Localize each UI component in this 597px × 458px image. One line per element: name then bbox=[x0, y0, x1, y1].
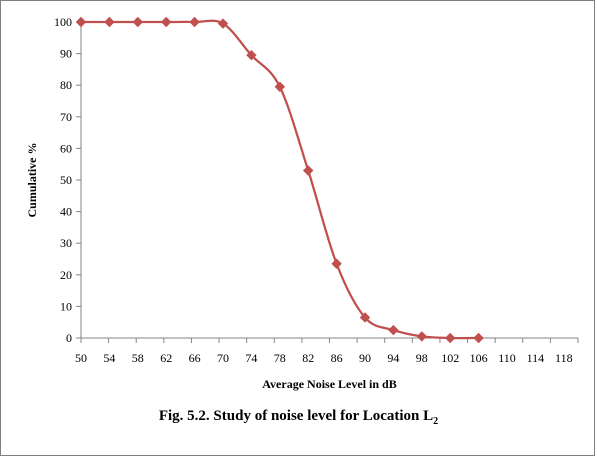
x-tick-label: 54 bbox=[103, 351, 115, 365]
y-tick-label: 10 bbox=[60, 299, 72, 313]
data-point bbox=[132, 16, 144, 28]
y-tick-label: 40 bbox=[60, 205, 72, 219]
x-tick-label: 78 bbox=[274, 351, 286, 365]
y-tick-label: 100 bbox=[54, 15, 72, 29]
x-tick-label: 50 bbox=[75, 351, 87, 365]
data-point bbox=[416, 331, 428, 342]
x-tick-label: 62 bbox=[160, 351, 172, 365]
data-point bbox=[104, 16, 115, 28]
x-tick-label: 114 bbox=[527, 351, 545, 365]
y-tick-label: 50 bbox=[60, 173, 72, 187]
x-axis-title: Average Noise Level in dB bbox=[262, 377, 396, 391]
caption-text: Fig. 5.2. Study of noise level for Locat… bbox=[158, 408, 434, 424]
y-axis: 0 10 20 30 40 50 60 70 80 90 100 bbox=[54, 15, 82, 345]
data-point bbox=[444, 332, 456, 344]
x-tick-label: 98 bbox=[416, 351, 428, 365]
y-tick-label: 90 bbox=[60, 47, 72, 61]
plot-area bbox=[75, 16, 484, 344]
y-tick-label: 0 bbox=[66, 331, 72, 345]
line-chart: 0 10 20 30 40 50 60 70 80 90 100 50 54 58 62 66 70 74 78 8… bbox=[25, 15, 579, 391]
data-point bbox=[246, 49, 257, 61]
x-tick-label: 58 bbox=[132, 351, 144, 365]
series-line bbox=[80, 19, 479, 340]
data-point bbox=[302, 165, 314, 176]
x-tick-label: 66 bbox=[189, 351, 201, 365]
x-tick-label: 94 bbox=[387, 351, 399, 365]
data-point bbox=[274, 81, 286, 92]
y-tick-label: 30 bbox=[60, 236, 72, 250]
caption-subscript: 2 bbox=[433, 416, 439, 427]
x-tick-label: 90 bbox=[359, 351, 371, 365]
data-point bbox=[388, 324, 399, 336]
x-tick-label: 110 bbox=[498, 351, 516, 365]
data-point bbox=[359, 312, 371, 323]
x-tick-label: 74 bbox=[245, 351, 257, 365]
x-axis: 50 54 58 62 66 70 74 78 82 86 90 94 98 102 106 110 114 11… bbox=[75, 337, 579, 365]
data-point bbox=[473, 332, 484, 344]
x-tick-label: 102 bbox=[441, 351, 459, 365]
x-tick-label: 82 bbox=[302, 351, 314, 365]
y-tick-label: 80 bbox=[60, 78, 72, 92]
data-point bbox=[160, 16, 172, 28]
y-tick-label: 70 bbox=[60, 110, 72, 124]
data-point bbox=[331, 258, 342, 269]
x-tick-label: 118 bbox=[555, 351, 573, 365]
data-point bbox=[189, 16, 200, 28]
x-tick-label: 86 bbox=[331, 351, 343, 365]
data-point bbox=[217, 18, 229, 29]
y-axis-title: Cumulative % bbox=[25, 143, 39, 218]
data-point bbox=[75, 16, 87, 28]
y-tick-label: 20 bbox=[60, 268, 72, 282]
y-tick-label: 60 bbox=[60, 141, 72, 155]
x-tick-label: 106 bbox=[470, 351, 488, 365]
x-tick-label: 70 bbox=[217, 351, 229, 365]
figure-caption: Fig. 5.2. Study of noise level for Locat… bbox=[0, 408, 597, 427]
